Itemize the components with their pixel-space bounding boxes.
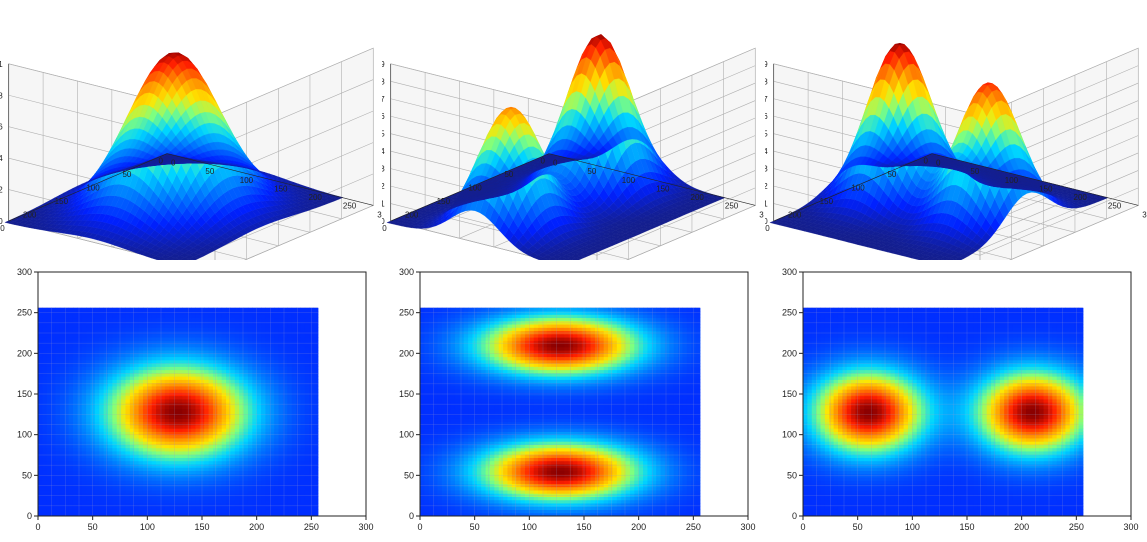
- svg-text:0.6: 0.6: [0, 123, 3, 132]
- svg-text:200: 200: [249, 522, 264, 532]
- svg-text:250: 250: [304, 522, 319, 532]
- svg-text:50: 50: [887, 170, 896, 179]
- svg-text:50: 50: [505, 170, 514, 179]
- panel-heat-c: 050100150200250300050100150200250300: [765, 260, 1147, 542]
- svg-text:0: 0: [159, 157, 164, 166]
- svg-text:1: 1: [0, 60, 3, 69]
- svg-text:0.8: 0.8: [382, 77, 385, 86]
- svg-text:300: 300: [760, 210, 765, 219]
- svg-text:200: 200: [17, 348, 32, 358]
- svg-text:100: 100: [86, 184, 100, 193]
- svg-text:100: 100: [469, 184, 483, 193]
- panel-surf-c: 05010015020025030005010015020025000.10.2…: [765, 0, 1147, 260]
- svg-text:0.9: 0.9: [382, 60, 385, 69]
- svg-text:200: 200: [23, 211, 37, 220]
- svg-text:300: 300: [377, 210, 382, 219]
- svg-text:0.4: 0.4: [765, 147, 768, 156]
- svg-text:0.3: 0.3: [382, 165, 385, 174]
- svg-text:0.1: 0.1: [382, 200, 385, 209]
- panel-heat-a: 0 50 100 150 200 250 300 0 50 100 150 200 250 300: [0, 260, 382, 542]
- svg-text:0.4: 0.4: [0, 154, 3, 163]
- svg-text:0.9: 0.9: [765, 60, 768, 69]
- svg-text:0: 0: [35, 522, 40, 532]
- svg-text:0.1: 0.1: [765, 200, 768, 209]
- svg-text:0: 0: [541, 157, 546, 166]
- figure-grid: 05010015020025030005010015020025000.20.4…: [0, 0, 1147, 542]
- svg-text:50: 50: [22, 470, 32, 480]
- svg-text:0: 0: [27, 511, 32, 521]
- svg-text:50: 50: [588, 167, 597, 176]
- svg-text:0.6: 0.6: [382, 112, 385, 121]
- svg-text:0.8: 0.8: [0, 91, 3, 100]
- svg-text:300: 300: [17, 267, 32, 277]
- svg-text:0.3: 0.3: [765, 165, 768, 174]
- svg-text:100: 100: [851, 184, 865, 193]
- svg-text:150: 150: [1039, 184, 1053, 193]
- svg-text:150: 150: [55, 197, 69, 206]
- svg-text:150: 150: [437, 197, 451, 206]
- svg-text:200: 200: [691, 193, 705, 202]
- svg-text:50: 50: [122, 170, 131, 179]
- svg-text:100: 100: [240, 176, 254, 185]
- svg-text:100: 100: [140, 522, 155, 532]
- svg-text:200: 200: [405, 211, 419, 220]
- svg-text:200: 200: [788, 211, 802, 220]
- svg-text:0.7: 0.7: [382, 95, 385, 104]
- svg-text:150: 150: [17, 389, 32, 399]
- svg-text:50: 50: [970, 167, 979, 176]
- svg-text:0: 0: [936, 159, 941, 168]
- svg-text:50: 50: [205, 167, 214, 176]
- svg-text:0.8: 0.8: [765, 77, 768, 86]
- svg-text:200: 200: [1073, 193, 1087, 202]
- svg-text:100: 100: [622, 176, 636, 185]
- svg-text:150: 150: [819, 197, 833, 206]
- svg-text:150: 150: [274, 184, 288, 193]
- svg-text:250: 250: [1108, 202, 1122, 211]
- svg-text:0.5: 0.5: [382, 130, 385, 139]
- svg-text:200: 200: [309, 193, 323, 202]
- svg-text:50: 50: [88, 522, 98, 532]
- svg-text:100: 100: [17, 430, 32, 440]
- svg-text:0.2: 0.2: [0, 186, 3, 195]
- svg-text:300: 300: [358, 522, 373, 532]
- svg-text:0.4: 0.4: [382, 147, 385, 156]
- svg-text:300: 300: [1142, 210, 1147, 219]
- svg-text:0: 0: [923, 157, 928, 166]
- svg-text:0.5: 0.5: [765, 130, 768, 139]
- svg-text:250: 250: [725, 202, 739, 211]
- svg-text:0.2: 0.2: [765, 182, 768, 191]
- panel-surf-a: 05010015020025030005010015020025000.20.4…: [0, 0, 382, 260]
- svg-text:0.7: 0.7: [765, 95, 768, 104]
- svg-text:0: 0: [171, 159, 176, 168]
- svg-text:150: 150: [194, 522, 209, 532]
- svg-text:150: 150: [656, 184, 670, 193]
- svg-text:100: 100: [1004, 176, 1018, 185]
- panel-heat-b: 050100150200250300050100150200250300: [382, 260, 764, 542]
- svg-text:0.2: 0.2: [382, 182, 385, 191]
- svg-text:250: 250: [17, 308, 32, 318]
- svg-text:250: 250: [343, 202, 357, 211]
- svg-text:0.6: 0.6: [765, 112, 768, 121]
- svg-text:0: 0: [553, 159, 558, 168]
- panel-surf-b: 05010015020025030005010015020025000.10.2…: [382, 0, 764, 260]
